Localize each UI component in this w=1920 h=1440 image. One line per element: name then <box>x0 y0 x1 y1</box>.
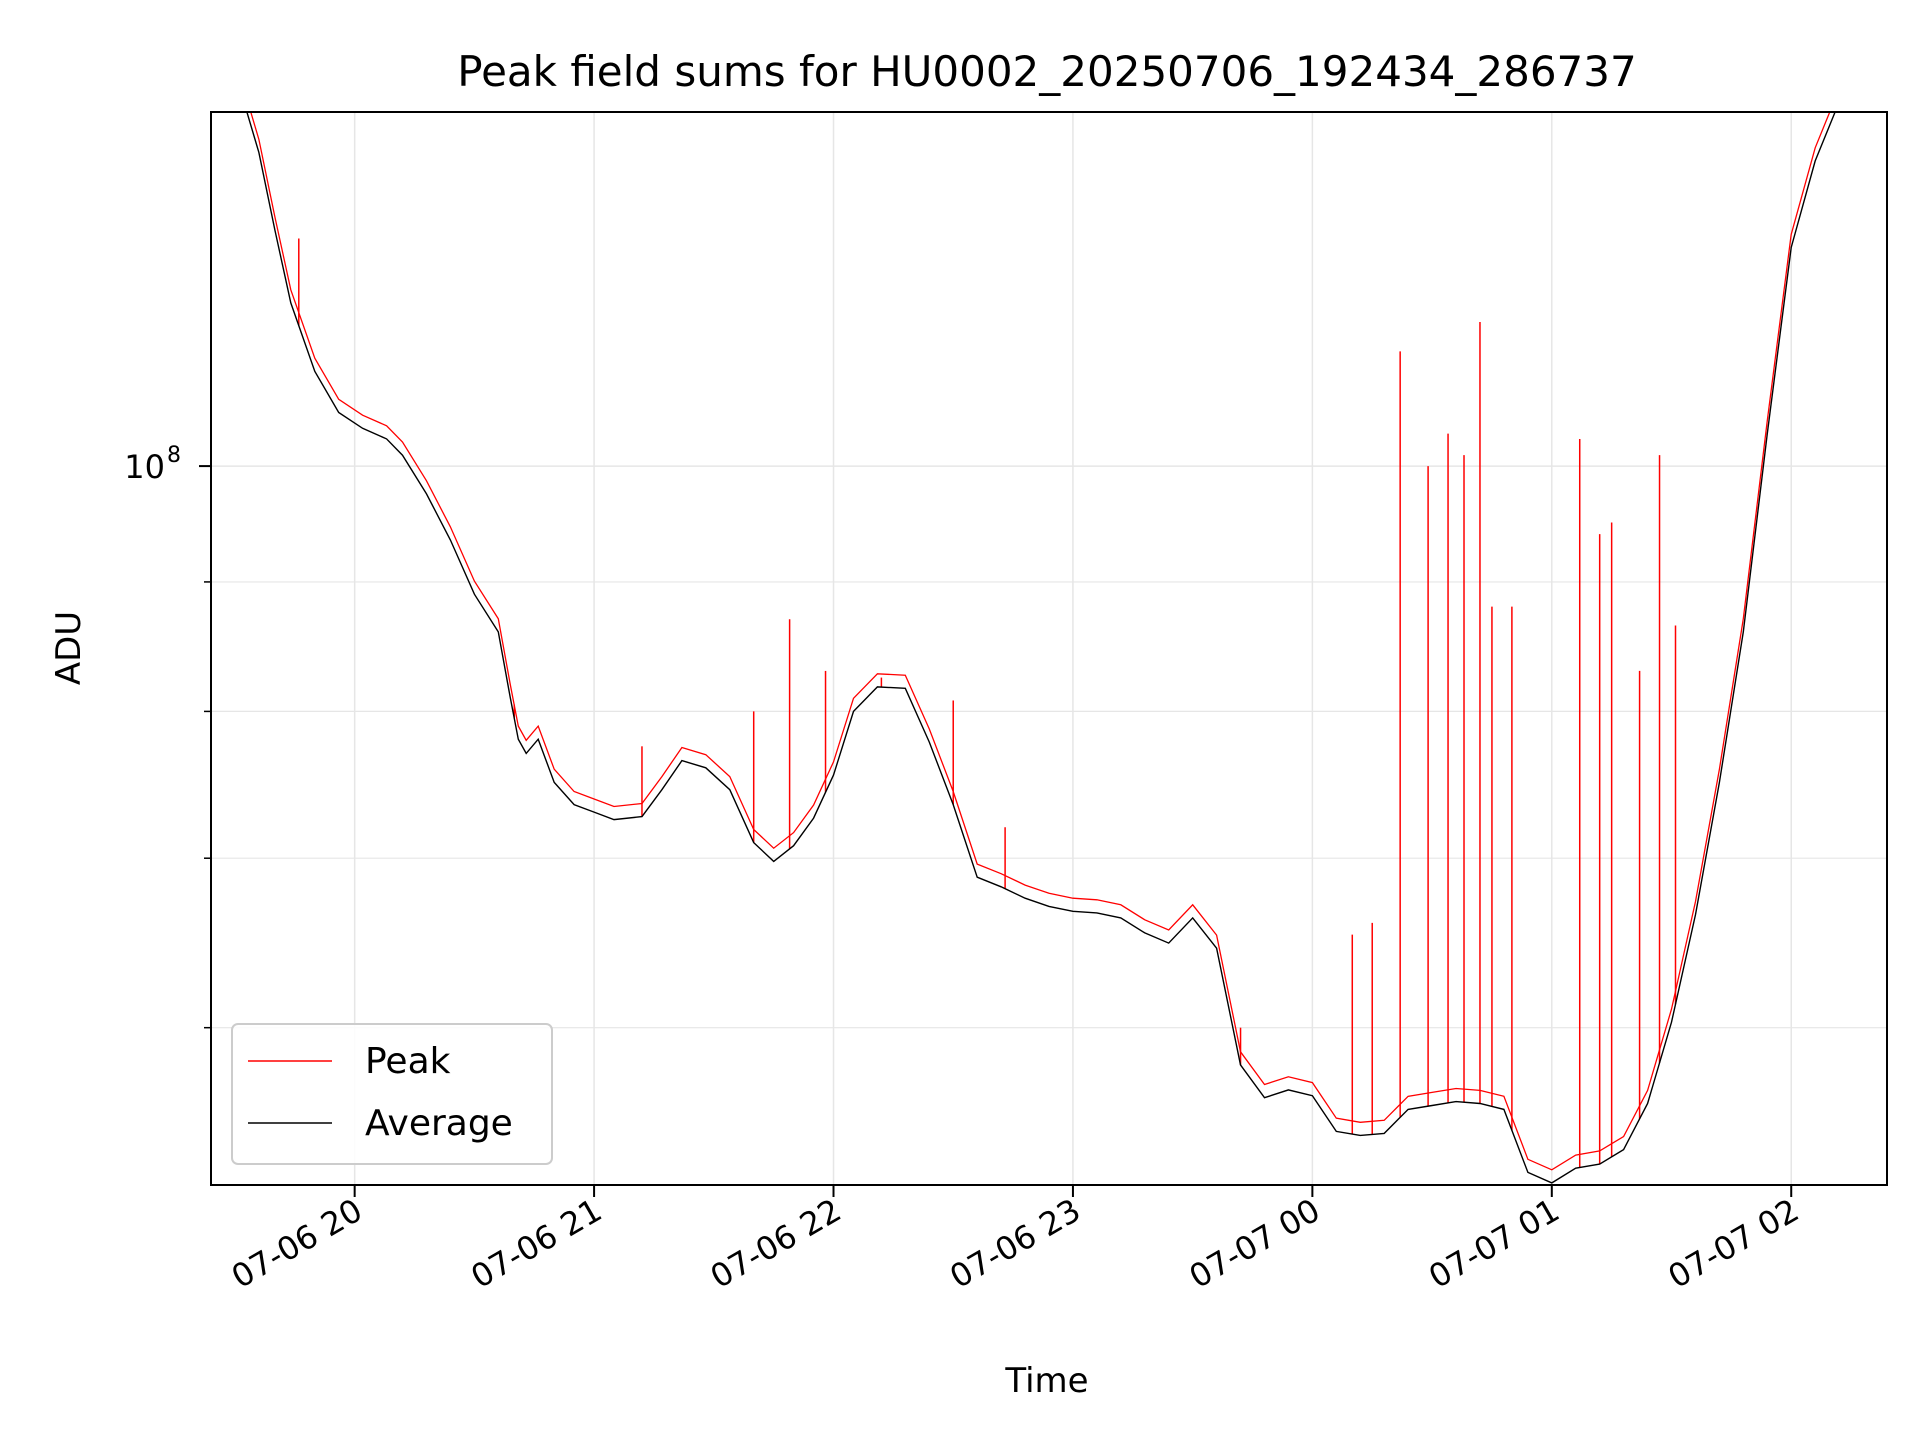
y-axis-label: ADU <box>49 611 89 685</box>
y-tick-label-base: 10 <box>124 448 165 486</box>
x-axis-label: Time <box>1004 1361 1088 1401</box>
series-line-average <box>211 112 1887 1184</box>
y-tick-label-exponent: 8 <box>167 443 181 468</box>
legend-entry-peak: Peak <box>365 1041 451 1082</box>
legend-entry-average: Average <box>365 1103 513 1144</box>
peak-spikes <box>298 238 1677 1168</box>
legend: Peak Average <box>231 1023 553 1165</box>
plot-frame <box>210 111 1888 1186</box>
chart-title: Peak field sums for HU0002_20250706_1924… <box>457 47 1636 96</box>
legend-box <box>231 1023 553 1165</box>
grid <box>211 112 1887 1185</box>
y-axis: 10 8 <box>124 443 211 1029</box>
series-line-peak <box>250 112 1831 1171</box>
